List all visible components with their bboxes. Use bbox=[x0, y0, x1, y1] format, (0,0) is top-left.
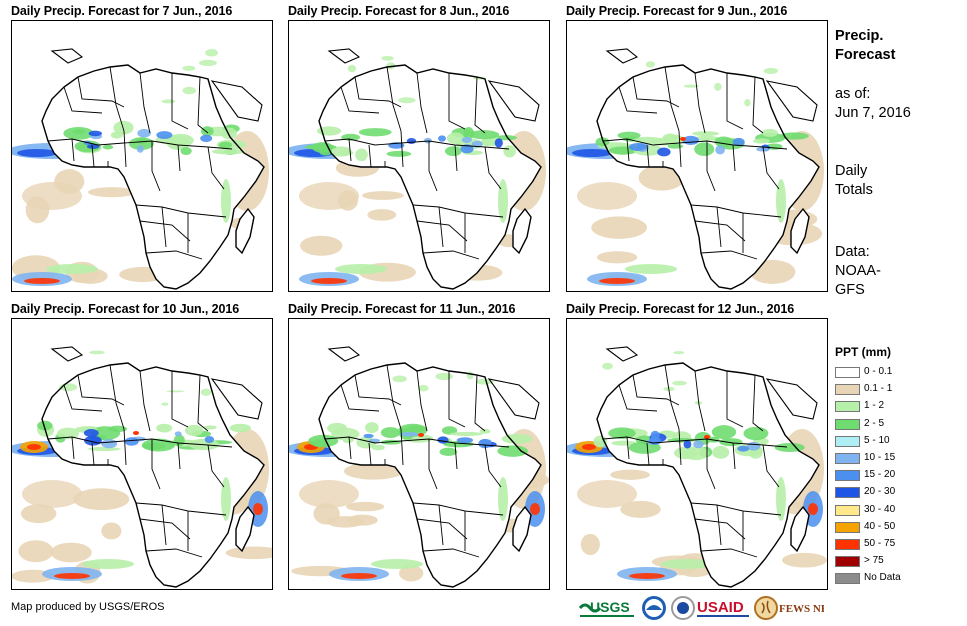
legend-swatch bbox=[835, 435, 860, 447]
precip-map-6 bbox=[566, 318, 828, 590]
svg-text:USAID: USAID bbox=[697, 599, 744, 616]
sidebar-heading: Precip. Forecast bbox=[835, 27, 895, 65]
legend-label: 0.1 - 1 bbox=[864, 383, 893, 395]
legend-label: 40 - 50 bbox=[864, 520, 896, 532]
panel-title: Daily Precip. Forecast for 10 Jun., 2016 bbox=[11, 302, 240, 316]
legend-swatch bbox=[835, 470, 860, 482]
legend-label: No Data bbox=[864, 572, 901, 584]
data-label: Data: bbox=[835, 244, 870, 260]
precip-map-4 bbox=[11, 318, 273, 590]
legend-swatch bbox=[835, 367, 860, 378]
legend-swatch bbox=[835, 384, 860, 396]
forecast-panel-4: Daily Precip. Forecast for 10 Jun., 2016 bbox=[11, 302, 273, 590]
precip-map-2 bbox=[288, 20, 550, 292]
legend-swatch bbox=[835, 504, 860, 516]
map-credit: Map produced by USGS/EROS bbox=[11, 601, 165, 613]
legend-swatch bbox=[835, 556, 860, 568]
sidebar-data-source: Data: NOAA- GFS bbox=[835, 243, 881, 300]
panel-title: Daily Precip. Forecast for 12 Jun., 2016 bbox=[566, 302, 795, 316]
svg-text:FEWS NET: FEWS NET bbox=[779, 603, 824, 615]
usaid-seal-logo bbox=[671, 596, 695, 620]
svg-text:USGS: USGS bbox=[590, 599, 630, 615]
legend-label: 5 - 10 bbox=[864, 434, 890, 446]
forecast-panel-3: Daily Precip. Forecast for 9 Jun., 2016 bbox=[566, 4, 828, 292]
panel-title: Daily Precip. Forecast for 11 Jun., 2016 bbox=[288, 302, 516, 316]
asof-date: Jun 7, 2016 bbox=[835, 105, 911, 121]
legend-label: 10 - 15 bbox=[864, 451, 896, 463]
asof-label: as of: bbox=[835, 86, 871, 102]
precip-map-3 bbox=[566, 20, 828, 292]
forecast-panel-1: Daily Precip. Forecast for 7 Jun., 2016 bbox=[11, 4, 273, 292]
panel-title: Daily Precip. Forecast for 8 Jun., 2016 bbox=[288, 4, 510, 18]
legend-label: 20 - 30 bbox=[864, 486, 896, 498]
legend-label: 30 - 40 bbox=[864, 503, 896, 515]
legend-swatch bbox=[835, 487, 860, 499]
noaa-logo bbox=[642, 596, 666, 620]
forecast-panel-5: Daily Precip. Forecast for 11 Jun., 2016 bbox=[288, 302, 550, 590]
heading-line-1: Precip. bbox=[835, 28, 884, 44]
totals-line-2: Totals bbox=[835, 182, 873, 198]
legend-swatch bbox=[835, 538, 860, 550]
panel-title: Daily Precip. Forecast for 9 Jun., 2016 bbox=[566, 4, 788, 18]
legend-swatch bbox=[835, 452, 860, 464]
panel-title: Daily Precip. Forecast for 7 Jun., 2016 bbox=[11, 4, 233, 18]
logo-strip: USGS USAID FEWS NET bbox=[578, 594, 824, 624]
legend-label: 50 - 75 bbox=[864, 537, 896, 549]
totals-line-1: Daily bbox=[835, 163, 868, 179]
usgs-logo: USGS bbox=[578, 599, 634, 617]
precip-map-1 bbox=[11, 20, 273, 292]
sidebar-asof: as of: Jun 7, 2016 bbox=[835, 85, 911, 123]
precip-map-5 bbox=[288, 318, 550, 590]
usaid-logo: USAID bbox=[697, 599, 749, 617]
data-line-2: GFS bbox=[835, 282, 865, 298]
legend-swatch bbox=[835, 521, 860, 533]
legend-swatch bbox=[835, 401, 860, 413]
legend-label: 1 - 2 bbox=[864, 400, 885, 412]
legend-label: > 75 bbox=[864, 555, 884, 567]
heading-line-2: Forecast bbox=[835, 47, 896, 63]
forecast-panel-2: Daily Precip. Forecast for 8 Jun., 2016 bbox=[288, 4, 550, 292]
legend-swatch bbox=[835, 418, 860, 430]
legend-title: PPT (mm) bbox=[835, 345, 892, 359]
legend-label: 15 - 20 bbox=[864, 469, 896, 481]
data-line-1: NOAA- bbox=[835, 263, 881, 279]
sidebar-totals: Daily Totals bbox=[835, 162, 873, 200]
legend-label: 0 - 0.1 bbox=[864, 366, 893, 377]
legend-label: 2 - 5 bbox=[864, 417, 885, 429]
legend-swatch bbox=[835, 573, 860, 585]
forecast-panel-6: Daily Precip. Forecast for 12 Jun., 2016 bbox=[566, 302, 828, 590]
fews-net-logo: FEWS NET bbox=[754, 596, 824, 620]
